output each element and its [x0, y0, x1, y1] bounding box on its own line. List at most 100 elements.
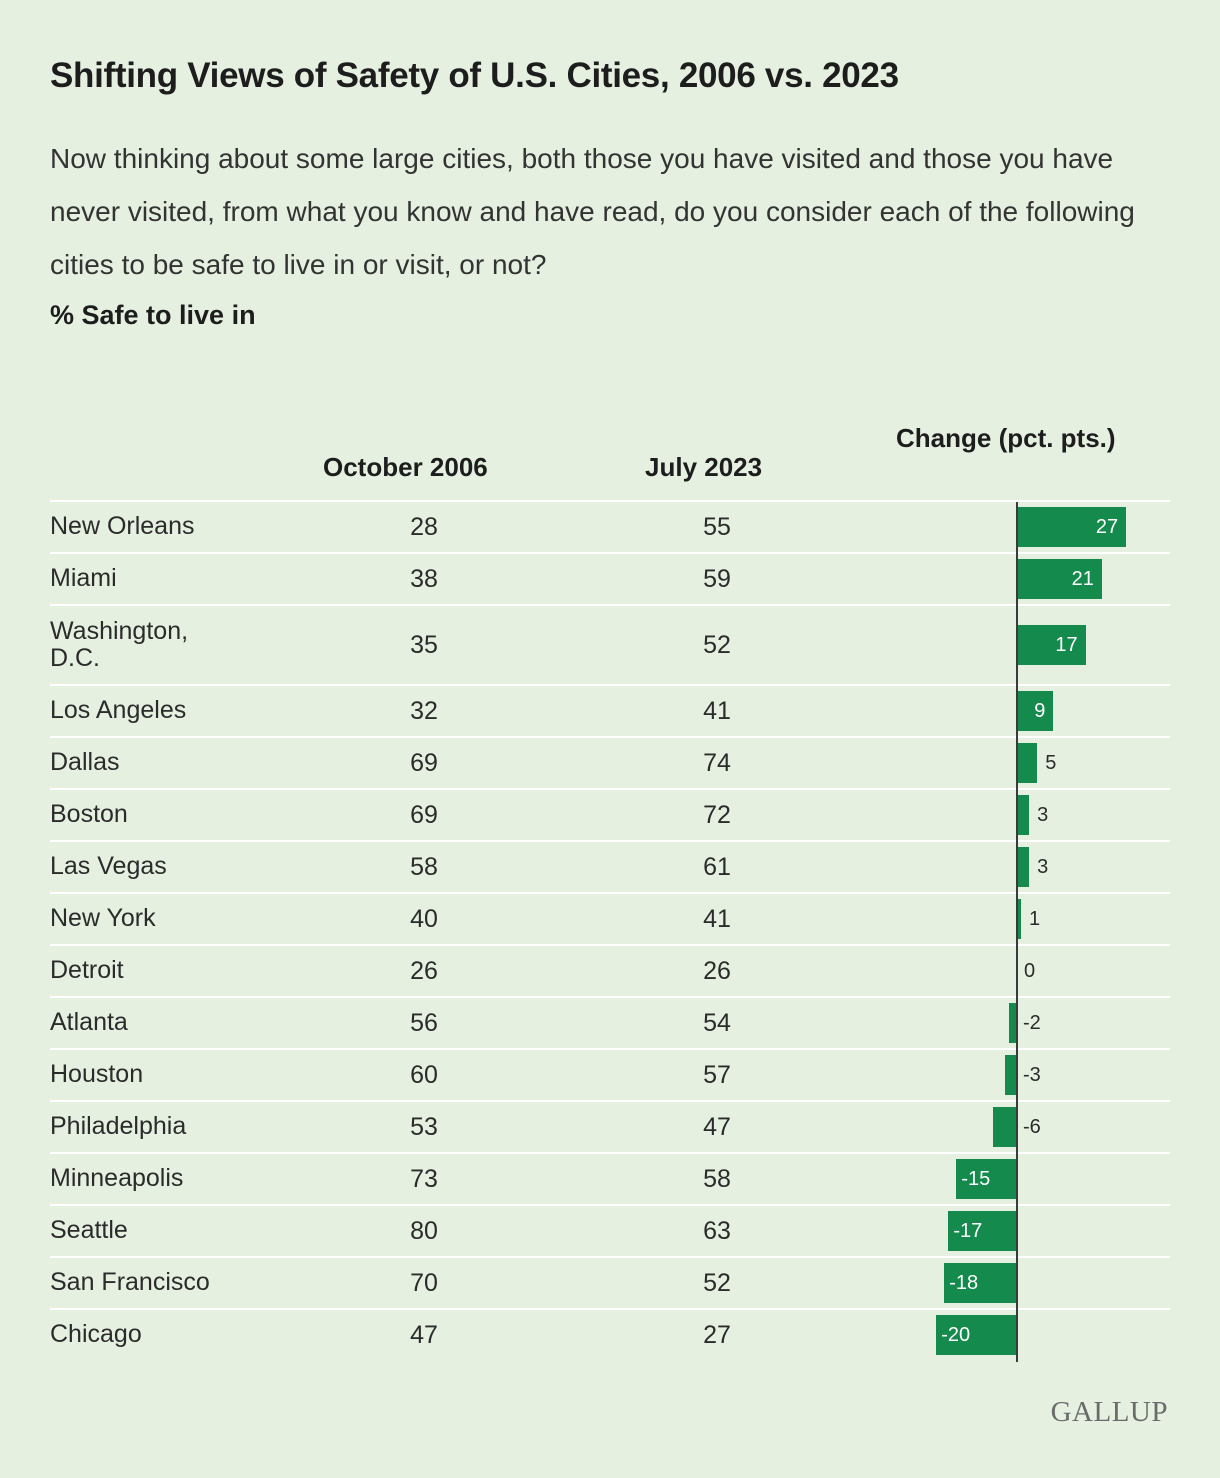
change-bar [1017, 743, 1038, 783]
city-label: New York [50, 904, 156, 932]
change-bar [1017, 795, 1030, 835]
value-october-2006: 26 [410, 957, 438, 985]
city-label: New Orleans [50, 512, 195, 540]
value-july-2023: 52 [703, 1269, 731, 1297]
value-october-2006: 80 [410, 1217, 438, 1245]
chart-subtitle: Now thinking about some large cities, bo… [50, 143, 1135, 280]
table-rule [50, 892, 1170, 894]
gallup-logo: GALLUP [1050, 1396, 1168, 1428]
value-july-2023: 54 [703, 1009, 731, 1037]
table-rule [50, 1204, 1170, 1206]
change-bar [1017, 625, 1086, 665]
change-bar [1017, 559, 1102, 599]
value-october-2006: 47 [410, 1321, 438, 1349]
value-july-2023: 61 [703, 853, 731, 881]
city-label: Houston [50, 1060, 144, 1088]
value-july-2023: 41 [703, 697, 731, 725]
value-july-2023: 55 [703, 513, 731, 541]
city-label: Los Angeles [50, 696, 187, 724]
zero-baseline [1016, 502, 1018, 1362]
change-bar [1017, 847, 1030, 887]
city-label: Dallas [50, 748, 120, 776]
change-label: -3 [1023, 1064, 1041, 1086]
value-july-2023: 27 [703, 1321, 731, 1349]
city-label: Boston [50, 800, 128, 828]
change-label: -2 [1023, 1012, 1041, 1034]
table-rule [50, 552, 1170, 554]
table-rule [50, 1100, 1170, 1102]
table-rule [50, 604, 1170, 606]
change-bar [956, 1159, 1017, 1199]
value-october-2006: 73 [410, 1165, 438, 1193]
city-label: Washington, D.C. [50, 617, 189, 672]
change-label: -17 [953, 1220, 983, 1242]
chart-title: Shifting Views of Safety of U.S. Cities,… [50, 56, 899, 95]
change-bar [944, 1263, 1017, 1303]
change-label: -6 [1023, 1116, 1041, 1138]
column-header-october-2006: October 2006 [323, 452, 488, 482]
city-label: Miami [50, 564, 117, 592]
change-label: -15 [961, 1168, 991, 1190]
column-header-july-2023: July 2023 [645, 452, 763, 482]
change-label: 21 [1071, 568, 1094, 590]
table-rule [50, 1152, 1170, 1154]
table-rule [50, 684, 1170, 686]
change-bar [1017, 691, 1054, 731]
value-july-2023: 52 [703, 631, 731, 659]
change-label: 1 [1029, 908, 1041, 930]
value-july-2023: 59 [703, 565, 731, 593]
city-label: Seattle [50, 1216, 128, 1244]
value-july-2023: 58 [703, 1165, 731, 1193]
change-label: -18 [949, 1272, 979, 1294]
value-july-2023: 74 [703, 749, 731, 777]
change-bar [936, 1315, 1017, 1355]
table-rule [50, 500, 1170, 502]
city-label: San Francisco [50, 1268, 210, 1296]
change-bar [1017, 507, 1127, 547]
value-october-2006: 32 [410, 697, 438, 725]
value-october-2006: 35 [410, 631, 438, 659]
city-label: Las Vegas [50, 852, 167, 880]
value-october-2006: 69 [410, 801, 438, 829]
city-label: Philadelphia [50, 1112, 187, 1140]
column-header-change: Change (pct. pts.) [896, 423, 1116, 453]
change-label: 17 [1055, 634, 1078, 656]
value-july-2023: 57 [703, 1061, 731, 1089]
value-october-2006: 38 [410, 565, 438, 593]
table-rule [50, 944, 1170, 946]
value-october-2006: 28 [410, 513, 438, 541]
table-rule [50, 1048, 1170, 1050]
change-label: 3 [1037, 856, 1049, 878]
value-october-2006: 58 [410, 853, 438, 881]
change-bar [1004, 1055, 1017, 1095]
table-rule [50, 788, 1170, 790]
value-july-2023: 26 [703, 957, 731, 985]
table-rule [50, 1308, 1170, 1310]
change-bar [948, 1211, 1017, 1251]
city-label: Minneapolis [50, 1164, 184, 1192]
value-july-2023: 72 [703, 801, 731, 829]
city-label: Chicago [50, 1320, 142, 1348]
change-label: 9 [1034, 700, 1046, 722]
value-october-2006: 60 [410, 1061, 438, 1089]
table-rule [50, 1256, 1170, 1258]
change-bar [992, 1107, 1017, 1147]
city-label: Detroit [50, 956, 124, 984]
value-july-2023: 41 [703, 905, 731, 933]
table-rule [50, 840, 1170, 842]
change-label: 5 [1045, 752, 1057, 774]
change-bar [1008, 1003, 1017, 1043]
change-label: 3 [1037, 804, 1049, 826]
change-bar [1017, 899, 1022, 939]
value-july-2023: 47 [703, 1113, 731, 1141]
table-rule [50, 996, 1170, 998]
change-label: 27 [1095, 516, 1119, 538]
measure-label: % Safe to live in [50, 300, 256, 330]
change-label: -20 [941, 1324, 971, 1346]
change-label: 0 [1024, 960, 1036, 982]
table-rule [50, 736, 1170, 738]
value-october-2006: 69 [410, 749, 438, 777]
value-october-2006: 70 [410, 1269, 438, 1297]
city-label: Atlanta [50, 1008, 128, 1036]
value-october-2006: 53 [410, 1113, 438, 1141]
